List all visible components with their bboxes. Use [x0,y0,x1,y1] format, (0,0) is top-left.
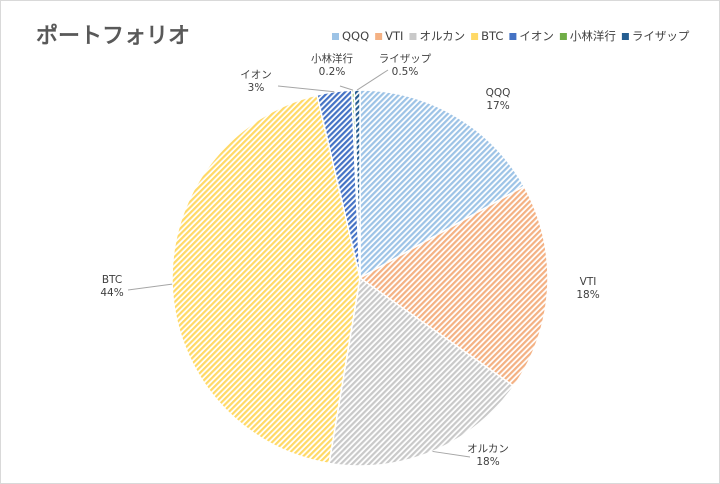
data-label-category: ライザップ [379,53,432,65]
pie-slice-0 [359,89,526,280]
legend-item-0: QQQ [332,29,369,43]
data-label-2: オルカン 18% [467,443,509,468]
data-label-value: 18% [576,289,599,301]
legend-swatch [375,33,383,40]
data-label-category: イオン [240,69,272,81]
data-label-0: QQQ 17% [486,87,511,112]
legend-swatch [509,33,517,40]
legend-label: イオン [519,29,554,43]
leader-line-4 [277,85,335,93]
data-label-category: オルカン [467,443,509,455]
data-label-value: 0.5% [392,66,419,78]
legend-label: オルカン [419,29,465,43]
pie-slice-1 [358,185,549,388]
legend-label: QQQ [342,29,369,43]
data-label-6: ライザップ 0.5% [379,53,432,78]
data-label-1: VTI 18% [576,276,599,301]
leader-line-3 [127,283,173,291]
data-label-value: 0.2% [319,66,346,78]
legend-item-2: オルカン [409,29,465,43]
legend-swatch [621,33,629,40]
data-label-value: 44% [100,287,123,299]
data-label-3: BTC 44% [100,274,123,299]
pie-slice-2 [328,276,515,467]
legend-item-1: VTI [375,29,403,43]
data-label-category: QQQ [486,87,511,99]
legend-item-3: BTC [471,29,503,43]
legend-swatch [559,33,567,40]
leader-line-6 [356,69,389,91]
legend-swatch [332,33,339,40]
legend-item-5: 小林洋行 [559,29,616,43]
leader-line-2 [432,450,471,458]
legend-label: VTI [385,29,403,43]
data-label-value: 17% [486,100,509,112]
legend-swatch [409,33,417,40]
data-label-5: 小林洋行 0.2% [311,52,353,78]
legend-label: ライザップ [632,29,690,43]
data-label-category: BTC [102,274,122,286]
data-label-value: 3% [248,82,265,94]
data-label-4: イオン 3% [240,69,272,94]
legend-item-4: イオン [509,29,554,43]
chart-title: ポートフォリオ [36,24,191,49]
leader-line-5 [339,85,354,91]
legend-item-6: ライザップ [621,29,690,43]
data-label-category: 小林洋行 [311,52,353,65]
legend-label: BTC [481,29,503,43]
legend-swatch [471,33,479,40]
data-label-category: VTI [580,276,597,288]
legend-label: 小林洋行 [570,29,616,43]
data-label-value: 18% [476,456,499,468]
